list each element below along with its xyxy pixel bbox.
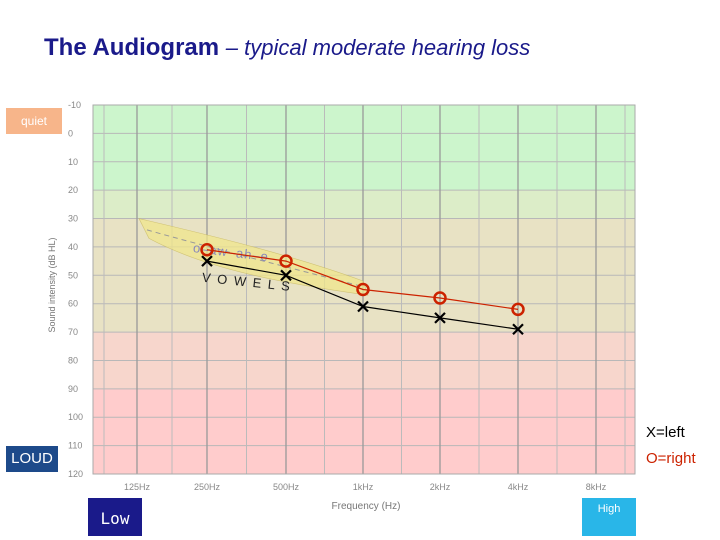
x-tick-label: 1kHz <box>353 482 374 492</box>
x-tick-label: 8kHz <box>586 482 607 492</box>
y-tick-label: 110 <box>68 441 82 451</box>
y-tick-label: 70 <box>68 327 78 337</box>
left-ear-marker <box>357 300 369 313</box>
left-ear-marker-stroke <box>434 312 446 324</box>
band-1 <box>93 190 635 219</box>
left-ear-marker-stroke <box>357 300 369 313</box>
high-frequency-label: High <box>582 498 636 536</box>
legend-left-ear: X=left <box>646 424 685 441</box>
title-subtitle: – typical moderate hearing loss <box>225 35 531 60</box>
x-tick-label: 2kHz <box>430 482 451 492</box>
chart-title: The Audiogram – typical moderate hearing… <box>44 34 530 62</box>
y-tick-label: 100 <box>68 412 83 422</box>
x-tick-label: 125Hz <box>124 482 151 492</box>
quiet-label: quiet <box>6 108 62 134</box>
y-tick-label: 90 <box>68 384 78 394</box>
left-ear-marker <box>434 312 446 324</box>
y-tick-label: 50 <box>68 270 78 280</box>
series-line-right <box>206 249 519 310</box>
left-ear-marker <box>201 255 213 267</box>
low-frequency-label: Low <box>88 498 142 536</box>
left-ear-marker-stroke <box>512 323 524 336</box>
y-axis-label: Sound intensity (dB HL) <box>47 237 57 332</box>
legend-right-ear: O=right <box>646 450 696 467</box>
right-ear-marker <box>511 302 525 317</box>
band-0 <box>93 105 635 191</box>
y-tick-label: 10 <box>68 157 78 167</box>
right-ear-marker <box>356 282 370 297</box>
title-main: The Audiogram <box>44 34 220 61</box>
left-ear-marker-stroke <box>280 269 292 282</box>
right-ear-marker <box>433 291 447 305</box>
left-ear-marker <box>280 269 292 282</box>
loud-label: LOUD <box>6 446 58 472</box>
left-ear-marker <box>512 323 524 336</box>
x-tick-label: 250Hz <box>194 482 221 492</box>
plot-frame <box>92 104 636 475</box>
y-tick-label: 80 <box>68 355 78 365</box>
y-tick-label: 60 <box>68 299 78 309</box>
right-ear-marker <box>279 254 293 268</box>
y-tick-label: 40 <box>68 242 78 252</box>
y-tick-label: 0 <box>68 128 73 138</box>
y-tick-label: -10 <box>68 100 81 110</box>
left-ear-marker-stroke <box>201 255 213 267</box>
y-tick-label: 30 <box>68 214 78 224</box>
y-tick-label: 120 <box>68 469 83 479</box>
x-axis-label: Frequency (Hz) <box>332 501 401 512</box>
y-tick-label: 20 <box>68 185 78 195</box>
right-ear-marker <box>200 243 214 257</box>
band-4 <box>93 388 635 474</box>
x-tick-label: 4kHz <box>508 482 529 492</box>
x-tick-label: 500Hz <box>273 482 300 492</box>
